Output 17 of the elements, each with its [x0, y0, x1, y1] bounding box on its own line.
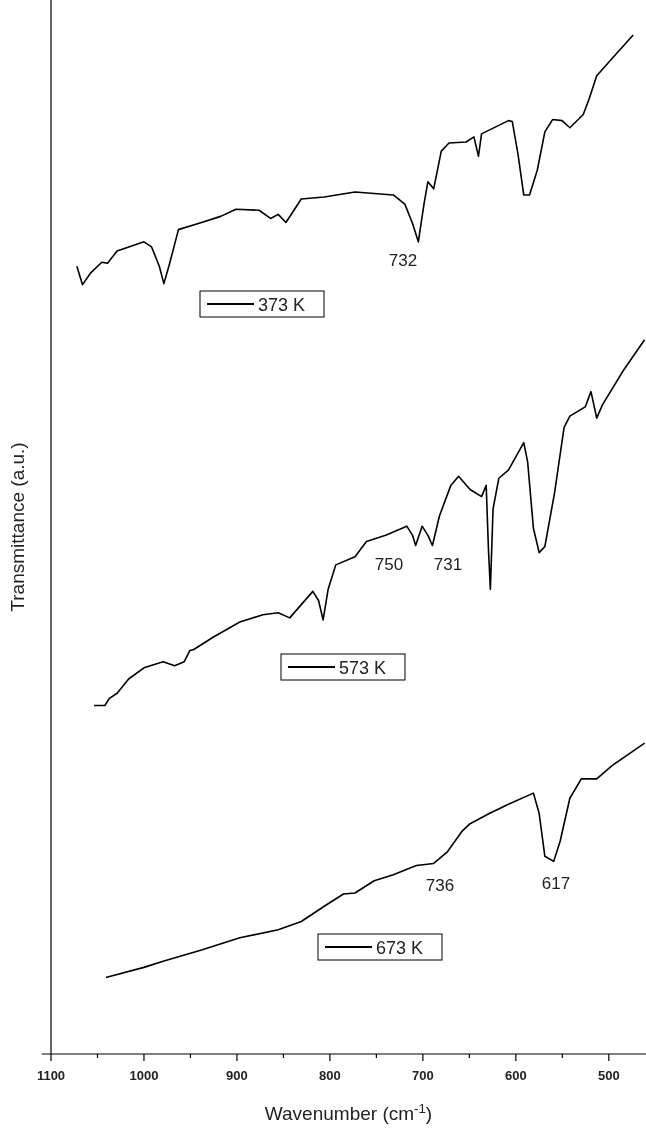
- x-tick-label: 700: [412, 1068, 434, 1083]
- x-tick-label: 1100: [36, 1068, 66, 1083]
- x-tick-label: 800: [319, 1068, 341, 1083]
- x-axis-title: Wavenumber (cm$^{-1}$): [264, 1100, 433, 1124]
- x-tick-label: 500: [597, 1068, 620, 1083]
- x-tick-label: 1000: [129, 1068, 159, 1083]
- annotation: 750: [374, 555, 404, 575]
- x-tick-label: 900: [226, 1068, 248, 1083]
- legend-label: 573 K: [339, 658, 387, 678]
- legend-label: 373 K: [258, 295, 306, 315]
- x-tick-label: 600: [504, 1068, 527, 1083]
- annotation: 732: [388, 251, 418, 271]
- legend-label: 673 K: [376, 938, 424, 958]
- annotation: 736: [425, 876, 455, 896]
- y-axis-title: Transmittance (a.u.): [7, 442, 28, 612]
- annotation: 617: [541, 874, 571, 894]
- annotation: 731: [433, 555, 463, 575]
